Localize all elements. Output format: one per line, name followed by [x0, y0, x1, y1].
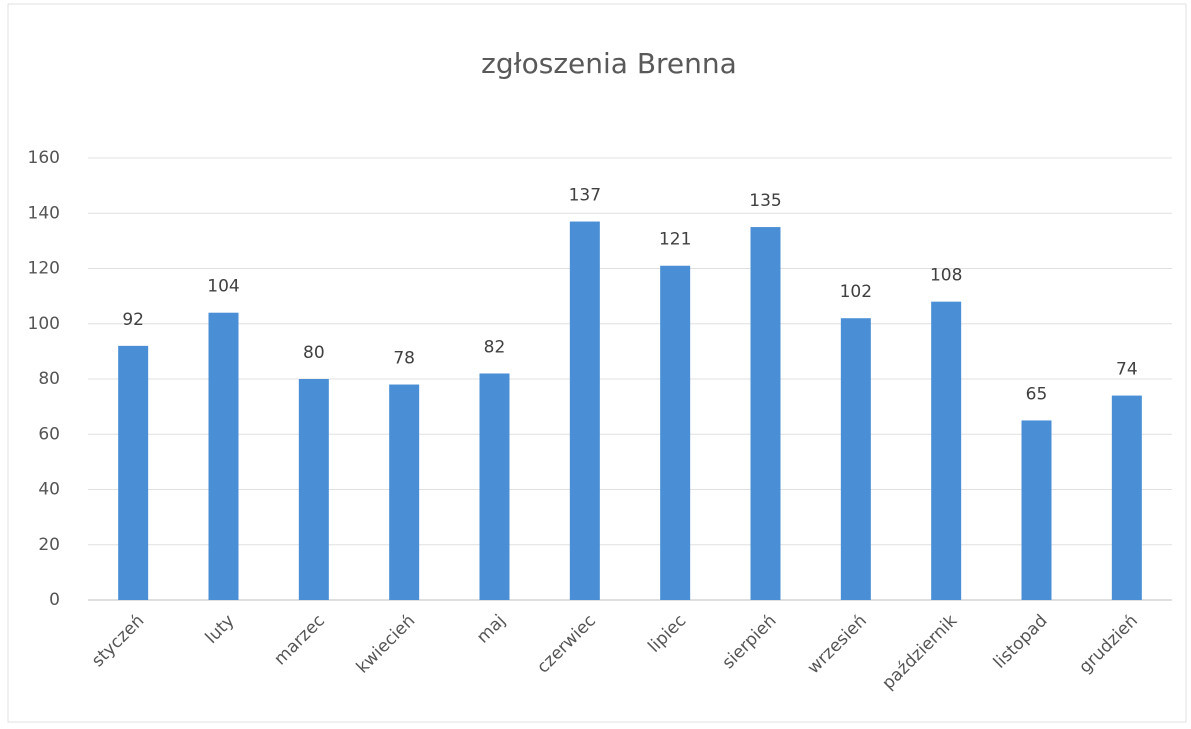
x-tick-label: marzec [270, 611, 328, 669]
x-tick-label: luty [202, 611, 239, 648]
x-tick-label: wrzesień [804, 611, 871, 678]
data-label: 104 [207, 277, 239, 297]
x-tick-label: grudzień [1075, 611, 1142, 678]
y-tick-label: 120 [28, 259, 60, 279]
chart-border [7, 3, 1187, 723]
x-tick-label: maj [473, 611, 510, 648]
x-tick-label: sierpień [719, 611, 781, 673]
chart-title: zgłoszenia Brenna [481, 47, 737, 80]
bar [569, 221, 600, 600]
bar [931, 301, 962, 600]
bar [479, 373, 510, 600]
y-tick-label: 100 [28, 314, 60, 334]
bar [750, 227, 781, 600]
y-tick-label: 20 [38, 535, 60, 555]
bar [389, 384, 420, 600]
bar [840, 318, 871, 600]
data-label: 82 [484, 337, 506, 357]
bar [1021, 420, 1052, 600]
y-tick-label: 160 [28, 148, 60, 168]
y-tick-label: 60 [38, 424, 60, 444]
bar [298, 379, 329, 600]
y-tick-label: 80 [38, 369, 60, 389]
data-label: 108 [930, 266, 962, 286]
data-label: 135 [749, 191, 781, 211]
x-tick-label: październik [878, 611, 961, 694]
data-label: 80 [303, 343, 325, 363]
y-tick-label: 40 [38, 480, 60, 500]
x-tick-label: czerwiec [533, 611, 600, 678]
data-label: 121 [659, 230, 691, 250]
data-label: 74 [1116, 360, 1138, 380]
data-label: 137 [569, 186, 601, 206]
y-tick-label: 0 [49, 590, 60, 610]
y-tick-label: 140 [28, 203, 60, 223]
bar [660, 265, 691, 600]
data-label: 65 [1026, 384, 1048, 404]
bar [208, 312, 239, 600]
data-label: 92 [122, 310, 144, 330]
bar [1111, 395, 1142, 600]
x-tick-label: listopad [990, 611, 1052, 673]
x-tick-label: styczeń [88, 611, 148, 671]
bar [118, 345, 149, 600]
data-label: 78 [393, 349, 415, 369]
data-label: 102 [840, 282, 872, 302]
x-tick-label: lipiec [644, 611, 690, 657]
x-tick-label: kwiecień [353, 611, 420, 678]
